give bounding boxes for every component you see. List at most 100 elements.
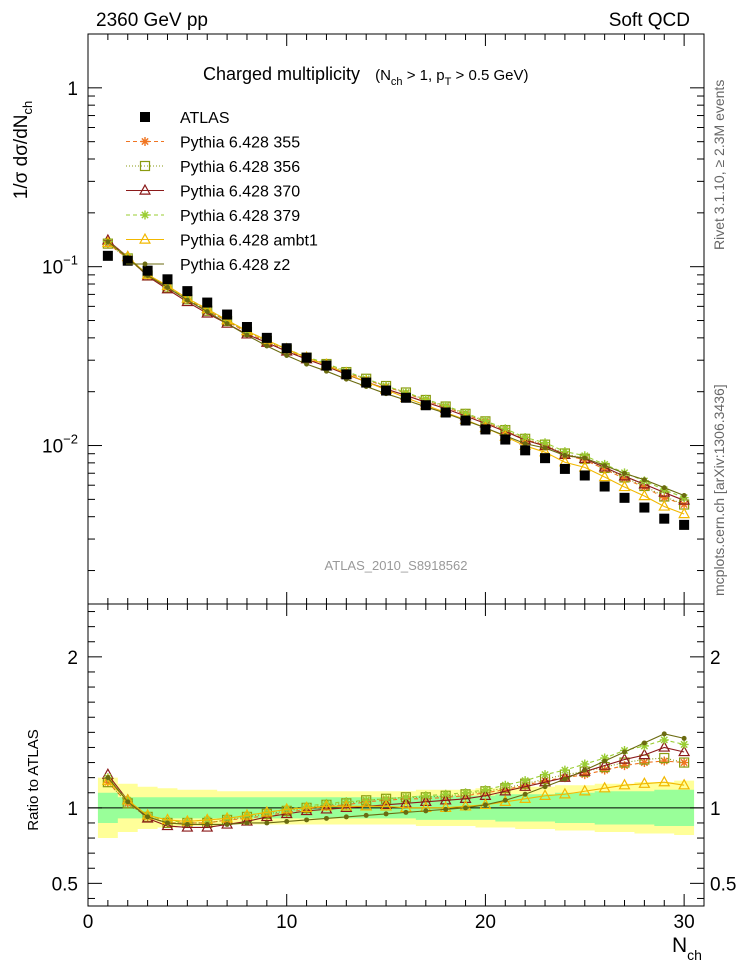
series-point-ratio-pythia-6-428-z2: [463, 805, 469, 811]
ratio-tick-label: 1: [67, 799, 78, 820]
series-point-ratio-pythia-6-428-356: [659, 752, 670, 764]
data-point-atlas: [559, 463, 570, 474]
series-point-ratio-pythia-6-428-z2: [304, 817, 310, 823]
series-point-ratio-pythia-6-428-379: [659, 735, 669, 745]
series-point-main-pythia-6-428-z2: [244, 332, 250, 338]
plot-title-cond-close: > 0.5 GeV): [451, 67, 528, 84]
series-line-ratio-pythia-6-428-z2: [107, 733, 685, 826]
data-point-atlas: [520, 445, 531, 456]
y-tick-label-exp: −1: [63, 253, 78, 268]
header-left: 2360 GeV pp: [96, 10, 208, 31]
series-line-main-pythia-6-428-ambt1: [107, 242, 685, 515]
series-point-ratio-pythia-6-428-ambt1: [578, 784, 591, 796]
y-axis-label: 1/σ dσ/dNch: [11, 101, 35, 199]
series-point-ratio-pythia-6-428-355: [520, 780, 530, 790]
series-pythia-6-428-379: [103, 237, 689, 826]
series-point-ratio-pythia-6-428-370: [459, 792, 472, 803]
series-point-main-pythia-6-428-z2: [641, 477, 647, 483]
data-point-atlas: [400, 392, 411, 403]
plot-title: Charged multiplicity (Nch > 1, pT > 0.5 …: [203, 64, 529, 88]
series-point-main-pythia-6-428-379: [520, 432, 530, 442]
legend-entry-atlas: ATLAS: [140, 110, 230, 127]
series-point-ratio-pythia-6-428-379: [461, 788, 471, 798]
series-point-main-pythia-6-428-355: [659, 493, 669, 503]
series-point-main-pythia-6-428-z2: [284, 353, 290, 359]
series-point-main-pythia-6-428-379: [560, 447, 570, 457]
legend-label: Pythia 6.428 356: [180, 159, 300, 176]
legend-marker: [140, 137, 150, 146]
series-point-main-pythia-6-428-355: [600, 464, 610, 474]
series-point-ratio-pythia-6-428-379: [441, 789, 451, 799]
series-pythia-6-428-ambt1: [101, 236, 691, 826]
data-point-atlas: [460, 415, 471, 426]
series-point-ratio-pythia-6-428-379: [679, 739, 689, 749]
series-point-ratio-pythia-6-428-ambt1: [678, 778, 691, 790]
series-point-ratio-pythia-6-428-z2: [105, 775, 111, 781]
series-point-ratio-pythia-6-428-z2: [323, 815, 329, 821]
data-point-atlas: [540, 453, 551, 464]
legend-entry-pythia-6-428-356: Pythia 6.428 356: [126, 159, 300, 176]
plot-title-cond-sub1: ch: [391, 76, 403, 88]
series-point-main-pythia-6-428-z2: [224, 321, 230, 327]
series-point-ratio-pythia-6-428-z2: [403, 809, 409, 815]
series-point-main-pythia-6-428-z2: [165, 285, 170, 290]
legend: ATLAS Pythia 6.428 355 Pythia 6.428 356 Pyt…: [126, 110, 318, 274]
legend-entry-pythia-6-428-355: Pythia 6.428 355: [126, 135, 300, 152]
series-pythia-6-428-355: [103, 239, 689, 828]
series-point-ratio-pythia-6-428-379: [500, 780, 510, 790]
series-point-ratio-pythia-6-428-z2: [502, 797, 508, 803]
series-point-main-pythia-6-428-z2: [522, 441, 528, 447]
data-point-atlas: [202, 297, 213, 308]
ratio-plot-frame: [87, 603, 705, 907]
series-point-main-pythia-6-428-ambt1: [598, 470, 611, 482]
series-point-ratio-pythia-6-428-379: [600, 753, 610, 763]
plot-title-main: Charged multiplicity: [203, 64, 360, 84]
data-point-atlas: [619, 492, 630, 503]
series-point-ratio-pythia-6-428-370: [201, 820, 214, 832]
data-point-atlas: [142, 265, 153, 276]
legend-label: Pythia 6.428 ambt1: [180, 233, 318, 250]
series-point-ratio-pythia-6-428-z2: [622, 749, 627, 755]
x-tick-label: 20: [475, 912, 496, 933]
y-tick-label-base: 10: [42, 437, 63, 458]
mcplots-label: mcplots.cern.ch [arXiv:1306.3436]: [711, 384, 727, 596]
series-point-ratio-pythia-6-428-ambt1: [380, 799, 393, 811]
series-point-ratio-pythia-6-428-370: [340, 801, 353, 813]
data-point-atlas: [241, 321, 252, 332]
series-point-ratio-pythia-6-428-z2: [681, 735, 687, 741]
series-line-main-pythia-6-428-379: [107, 241, 685, 499]
series-point-ratio-pythia-6-428-370: [519, 780, 532, 791]
series-point-ratio-pythia-6-428-ambt1: [280, 802, 293, 814]
series-pythia-6-428-356: [102, 238, 690, 829]
data-point-atlas: [321, 360, 332, 371]
series-line-main-pythia-6-428-355: [107, 243, 685, 506]
series-point-ratio-pythia-6-428-ambt1: [638, 777, 651, 788]
ratio-axis-label: Ratio to ATLAS: [25, 729, 42, 830]
legend-marker: [142, 261, 148, 267]
x-tick-label: 10: [276, 912, 297, 933]
series-point-ratio-pythia-6-428-379: [321, 798, 331, 808]
series-point-main-pythia-6-428-z2: [602, 463, 608, 469]
ratio-tick-label: 2: [67, 648, 78, 669]
series-line-main-pythia-6-428-z2: [107, 241, 685, 497]
data-point-atlas: [500, 434, 511, 445]
series-point-ratio-pythia-6-428-370: [161, 819, 174, 831]
series-point-ratio-pythia-6-428-356: [679, 757, 690, 768]
series-point-ratio-pythia-6-428-370: [618, 752, 631, 764]
series-point-ratio-pythia-6-428-z2: [145, 814, 151, 820]
series-point-main-pythia-6-428-355: [639, 482, 649, 492]
data-point-atlas: [579, 470, 590, 481]
series-point-ratio-pythia-6-428-370: [499, 784, 512, 796]
series-point-ratio-pythia-6-428-379: [480, 785, 490, 795]
data-point-atlas: [301, 352, 312, 363]
series-point-ratio-pythia-6-428-z2: [165, 820, 170, 826]
ratio-tick-label-right: 0.5: [710, 874, 736, 895]
data-point-atlas: [420, 400, 431, 411]
legend-marker: [139, 183, 151, 195]
series-point-ratio-pythia-6-428-355: [659, 756, 669, 766]
series-point-ratio-pythia-6-428-370: [300, 804, 313, 816]
series-point-ratio-pythia-6-428-z2: [423, 808, 429, 814]
series-line-main-pythia-6-428-356: [107, 243, 685, 506]
series-point-ratio-pythia-6-428-z2: [224, 821, 230, 827]
legend-marker: [139, 160, 151, 172]
